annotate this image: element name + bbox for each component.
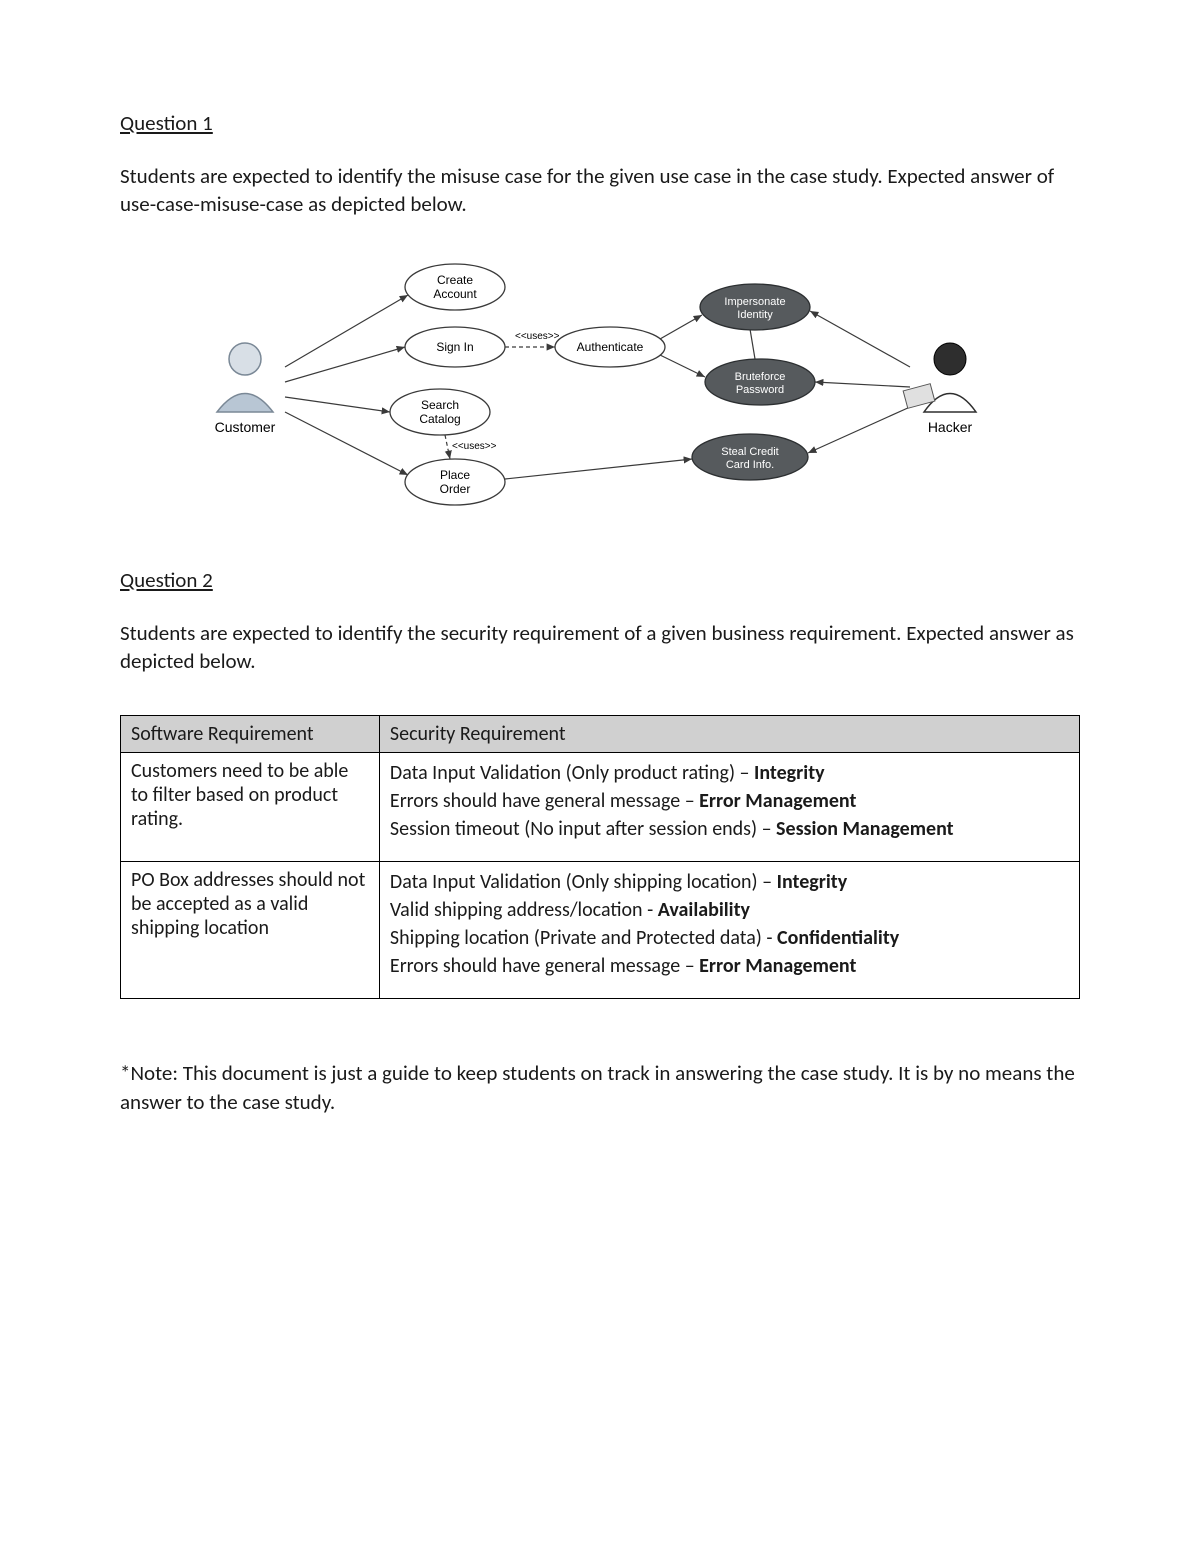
footer-note: *Note: This document is just a guide to … xyxy=(120,1059,1080,1116)
svg-text:Sign In: Sign In xyxy=(436,340,473,354)
software-requirement-cell: Customers need to be able to filter base… xyxy=(121,753,380,862)
table-row: Customers need to be able to filter base… xyxy=(121,753,1080,862)
svg-text:Bruteforce: Bruteforce xyxy=(735,371,786,383)
svg-text:<<uses>>: <<uses>> xyxy=(515,331,560,342)
question1-paragraph: Students are expected to identify the mi… xyxy=(120,162,1080,219)
question2-paragraph: Students are expected to identify the se… xyxy=(120,619,1080,676)
svg-text:Identity: Identity xyxy=(737,309,773,321)
svg-text:<<uses>>: <<uses>> xyxy=(452,441,497,452)
svg-text:Authenticate: Authenticate xyxy=(577,340,644,354)
table-header-software: Software Requirement xyxy=(121,716,380,753)
svg-text:Hacker: Hacker xyxy=(928,419,973,435)
svg-text:Create: Create xyxy=(437,273,473,287)
svg-text:Customer: Customer xyxy=(215,419,276,435)
question2-heading: Question 2 xyxy=(120,567,1080,593)
security-requirements-table: Software Requirement Security Requiremen… xyxy=(120,715,1080,999)
question1-heading: Question 1 xyxy=(120,110,1080,136)
software-requirement-cell: PO Box addresses should not be accepted … xyxy=(121,862,380,999)
usecase-diagram: <<uses>> <<uses>> Customer Hacker CreateAcco… xyxy=(120,247,1080,527)
svg-text:Password: Password xyxy=(736,384,784,396)
security-requirement-cell: Data Input Validation (Only shipping loc… xyxy=(379,862,1079,999)
svg-text:Search: Search xyxy=(421,398,459,412)
svg-text:Account: Account xyxy=(433,287,477,301)
svg-text:Impersonate: Impersonate xyxy=(724,296,785,308)
svg-text:Catalog: Catalog xyxy=(419,412,460,426)
svg-text:Card Info.: Card Info. xyxy=(726,459,774,471)
table-row: PO Box addresses should not be accepted … xyxy=(121,862,1080,999)
svg-text:Place: Place xyxy=(440,468,470,482)
svg-text:Order: Order xyxy=(440,482,471,496)
svg-text:Steal Credit: Steal Credit xyxy=(721,446,778,458)
table-header-security: Security Requirement xyxy=(379,716,1079,753)
security-requirement-cell: Data Input Validation (Only product rati… xyxy=(379,753,1079,862)
